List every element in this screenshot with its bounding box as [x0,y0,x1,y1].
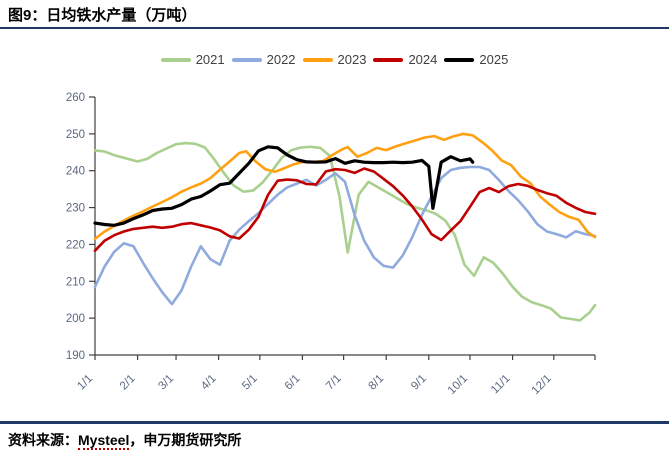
figure-title: 图9：日均铁水产量（万吨） [8,7,197,24]
legend-label-2021: 2021 [195,52,225,67]
source-note: 资料来源：Mysteel，申万期货研究所 [8,430,241,450]
x-tick-label: 8/1 [367,373,387,393]
footer-divider [0,421,669,424]
title-divider [0,27,669,29]
x-tick-label: 10/1 [446,373,470,397]
source-suffix: ，申万期货研究所 [129,432,242,448]
y-tick-label: 220 [66,239,85,251]
y-tick-label: 240 [66,166,85,178]
source-name: Mysteel [78,432,130,450]
x-tick-label: 1/1 [75,373,95,393]
x-tick-label: 9/1 [409,373,429,393]
x-tick-label: 4/1 [199,373,219,393]
series-line-2023 [93,132,597,241]
source-prefix: 资料来源： [8,432,78,448]
x-tick-label: 11/1 [489,373,513,397]
y-tick-label: 200 [66,313,85,325]
x-tick-label: 5/1 [240,373,260,393]
series-line-2025 [93,145,475,227]
series-line-2022 [93,165,597,306]
x-tick-label: 7/1 [324,373,344,393]
legend-item-2022: 2022 [231,52,296,67]
series-line-2024 [93,167,597,252]
legend-swatch-2022 [231,57,262,62]
legend-label-2022: 2022 [266,52,296,67]
legend-swatch-2021 [160,57,191,62]
x-tick-label: 2/1 [118,373,138,393]
y-tick-label: 250 [66,129,85,141]
legend-label-2025: 2025 [479,52,509,67]
series-line-2021 [93,141,597,322]
chart-legend: 2021 2022 2023 2024 2025 [0,52,669,67]
y-tick-label: 260 [66,92,85,104]
legend-label-2024: 2024 [408,52,438,67]
y-tick-label: 230 [66,203,85,215]
legend-item-2025: 2025 [444,52,508,67]
y-tick-label: 190 [66,350,85,362]
y-tick-label: 210 [66,276,85,288]
chart-area: 190 200 210 220 230 240 250 260 1/1 2/1 3/1 4/1 5/1 6… [0,85,669,410]
x-tick-label: 3/1 [156,373,176,393]
legend-swatch-2024 [373,57,404,62]
x-tick-label: 12/1 [530,373,554,397]
x-tick-label: 6/1 [283,373,303,393]
legend-item-2024: 2024 [373,52,437,67]
legend-swatch-2025 [444,57,475,62]
line-chart: 190 200 210 220 230 240 250 260 1/1 2/1 3/1 4/1 5/1 6… [66,92,597,397]
legend-label-2023: 2023 [337,52,367,67]
legend-swatch-2023 [302,57,333,62]
legend-item-2021: 2021 [160,52,225,67]
legend-item-2023: 2023 [302,52,367,67]
